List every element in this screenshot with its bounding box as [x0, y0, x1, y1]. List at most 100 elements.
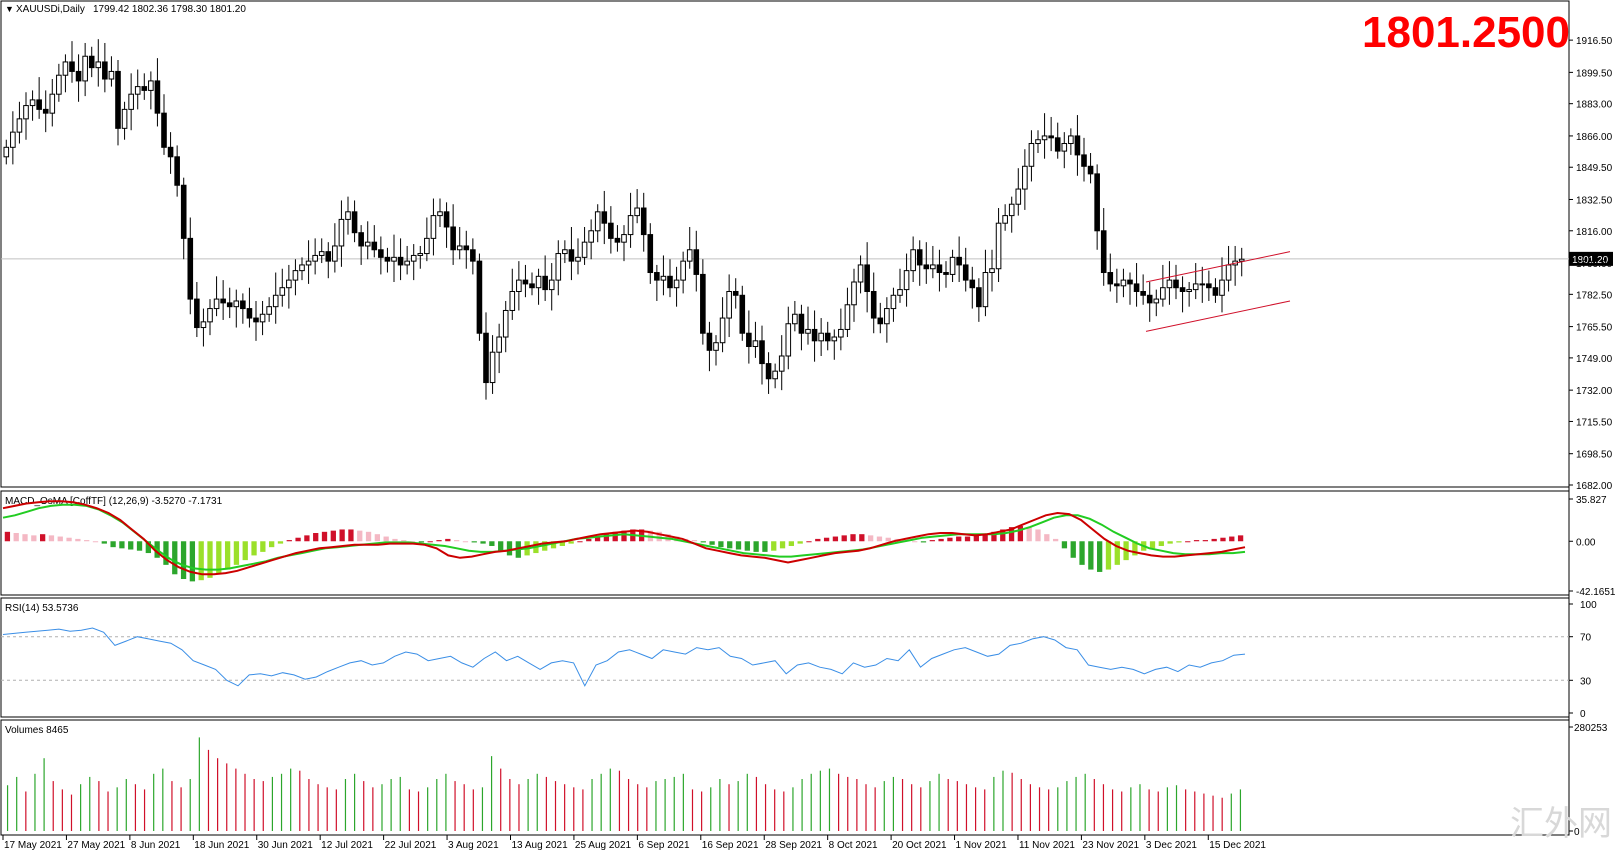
candle-body — [10, 131, 16, 148]
candle-body — [108, 70, 115, 80]
macd-hist-bar — [445, 538, 451, 542]
macd-hist-bar — [357, 530, 363, 542]
macd-hist-bar — [471, 541, 477, 543]
macd-hist-bar — [207, 541, 213, 578]
date-tick-label: 8 Jun 2021 — [131, 840, 181, 851]
candle-body — [1041, 135, 1048, 141]
candle-body — [213, 298, 220, 310]
macd-hist-bar — [762, 541, 768, 552]
candle-body — [1100, 230, 1107, 274]
macd-hist-bar — [1088, 541, 1094, 570]
candle-body — [220, 298, 226, 304]
candlesticks — [3, 39, 1245, 400]
macd-indicator: 35.827 0.00 -42.1651 — [2, 495, 1616, 598]
candle-body — [844, 304, 851, 330]
date-tick-label: 25 Aug 2021 — [575, 840, 632, 851]
candle-body — [910, 249, 916, 272]
candle-body — [233, 300, 240, 308]
candle-body — [805, 328, 811, 334]
candle-body — [148, 80, 154, 91]
rsi-panel — [0, 597, 1570, 718]
macd-hist-bar — [559, 541, 565, 546]
candle-body — [16, 118, 23, 133]
macd-hist-bar — [383, 536, 389, 542]
candle-body — [660, 275, 667, 281]
macd-hist-bar — [744, 541, 750, 551]
candle-body — [410, 254, 417, 262]
macd-hist-bar — [912, 541, 918, 543]
macd-hist-bar — [365, 531, 372, 542]
candle-body — [483, 332, 489, 384]
macd-hist-bar — [216, 541, 222, 575]
candle-body — [640, 207, 647, 236]
candle-body — [88, 55, 95, 69]
macd-hist-bar — [163, 541, 169, 565]
candle-body — [706, 332, 713, 351]
macd-hist-bar — [550, 541, 557, 549]
macd-hist-bar — [832, 536, 839, 542]
macd-hist-bar — [48, 535, 55, 542]
macd-hist-bar — [771, 541, 777, 551]
candle-body — [266, 306, 272, 315]
macd-hist-bar — [4, 531, 11, 542]
macd-hist-bar — [180, 541, 187, 580]
candle-body — [305, 260, 312, 266]
macd-hist-bar — [621, 530, 627, 542]
candle-body — [726, 290, 732, 319]
candle-body — [443, 211, 450, 228]
macd-hist-bar — [1052, 538, 1059, 542]
price-tick-label: 1899.50 — [1576, 68, 1613, 79]
macd-hist-bar — [1017, 525, 1024, 542]
macd-hist-bar — [779, 541, 786, 549]
candle-body — [496, 336, 502, 353]
macd-hist-bar — [718, 541, 724, 548]
candle-body — [36, 99, 42, 110]
candle-body — [916, 249, 923, 266]
macd-main-line — [2, 500, 1246, 576]
candle-body — [647, 234, 654, 274]
macd-hist-bar — [57, 536, 63, 542]
candle-body — [522, 279, 529, 285]
candle-body — [654, 272, 660, 281]
macd-hist-bar — [233, 541, 240, 565]
candle-body — [69, 61, 75, 72]
candle-body — [1028, 143, 1035, 167]
price-tick-label: 1682.00 — [1576, 481, 1613, 492]
candle-body — [397, 256, 404, 266]
macd-hist-bar — [498, 541, 504, 551]
candle-body — [62, 61, 69, 76]
macd-hist-bar — [1211, 538, 1217, 542]
candle-body — [102, 61, 108, 80]
candle-body — [1054, 137, 1061, 152]
candle-body — [456, 245, 463, 251]
macd-hist-bar — [321, 531, 328, 542]
candle-body — [1008, 203, 1015, 217]
price-tick-label: 1849.50 — [1576, 163, 1613, 174]
macd-hist-bar — [22, 534, 28, 542]
symbol-label: XAUUSDi,Daily — [16, 4, 85, 15]
macd-hist-bar — [189, 541, 196, 582]
macd-hist-bar — [656, 531, 662, 542]
macd-hist-bar — [1035, 529, 1041, 542]
candle-body — [358, 232, 364, 247]
candle-body — [450, 226, 456, 251]
price-tick-label: 1749.00 — [1576, 354, 1613, 365]
candle-body — [1035, 139, 1041, 145]
price-tick-label: 1916.50 — [1576, 36, 1613, 47]
current-price-line: 1801.20 — [1, 251, 1613, 266]
price-tick-label: 1732.00 — [1576, 386, 1613, 397]
channel-upper-line — [1145, 251, 1291, 283]
candle-body — [1238, 258, 1245, 262]
candle-body — [121, 108, 128, 129]
macd-hist-bar — [374, 534, 381, 542]
macd-hist-bar — [859, 534, 865, 542]
candle-body — [167, 146, 174, 158]
rsi-tick-label: 30 — [1580, 676, 1592, 687]
candle-body — [956, 256, 962, 266]
ohlc-label: 1799.42 1802.36 1798.30 1801.20 — [93, 4, 246, 15]
macd-hist-bar — [172, 541, 178, 575]
candle-body — [75, 70, 82, 82]
macd-hist-bar — [1202, 540, 1209, 542]
macd-hist-bar — [938, 538, 944, 542]
